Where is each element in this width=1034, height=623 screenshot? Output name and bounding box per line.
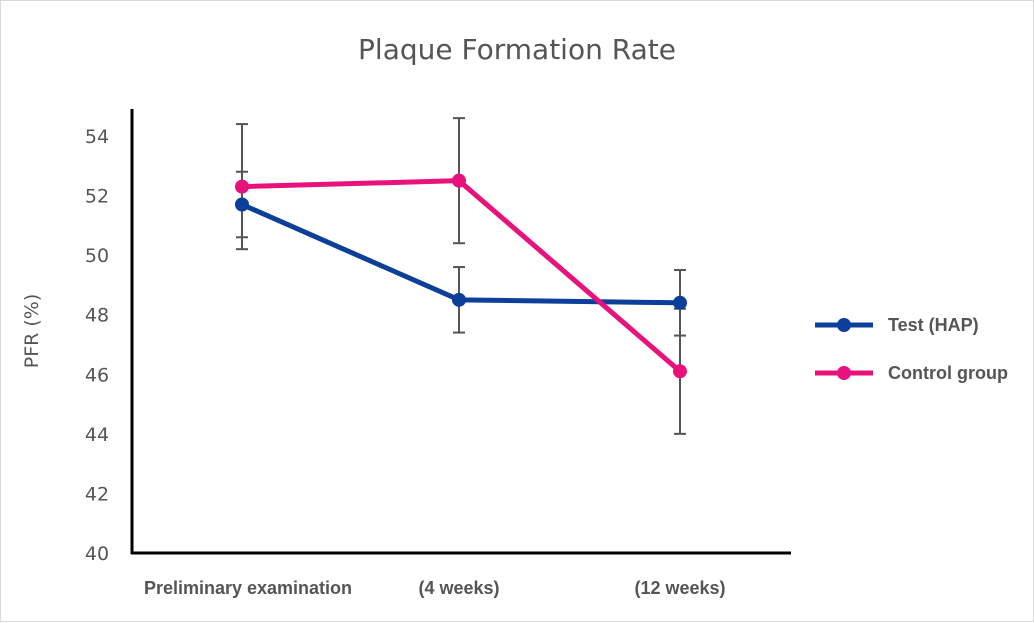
x-tick-label: (4 weeks) bbox=[418, 578, 499, 598]
legend-swatch-marker bbox=[837, 318, 851, 332]
y-tick-labels: 40 42 44 46 48 50 52 54 bbox=[85, 126, 109, 565]
y-tick-label: 52 bbox=[85, 186, 109, 208]
error-bars bbox=[236, 117, 686, 435]
legend-entry: Test (HAP) bbox=[815, 315, 979, 335]
data-point bbox=[452, 292, 466, 307]
y-tick-label: 44 bbox=[85, 424, 109, 446]
y-tick-label: 46 bbox=[85, 364, 109, 386]
data-point bbox=[673, 295, 687, 310]
series-lines bbox=[235, 173, 687, 379]
chart-title: Plaque Formation Rate bbox=[358, 33, 676, 66]
legend-label: Control group bbox=[888, 363, 1008, 383]
y-tick-label: 50 bbox=[85, 245, 109, 267]
legend-swatch-marker bbox=[837, 366, 851, 380]
y-axis-label: PFR (%) bbox=[21, 294, 43, 369]
x-tick-label: Preliminary examination bbox=[144, 578, 352, 598]
y-tick-label: 48 bbox=[85, 305, 109, 327]
x-tick-label: (12 weeks) bbox=[634, 578, 725, 598]
data-point bbox=[673, 364, 687, 379]
x-tick-labels: Preliminary examination (4 weeks) (12 week… bbox=[144, 578, 726, 598]
y-tick-label: 54 bbox=[85, 126, 109, 148]
data-point bbox=[452, 173, 466, 188]
legend-label: Test (HAP) bbox=[888, 315, 979, 335]
legend: Test (HAP) Control group bbox=[815, 315, 1008, 383]
data-point bbox=[235, 179, 249, 194]
series-line-1 bbox=[239, 178, 683, 374]
y-tick-label: 42 bbox=[85, 483, 109, 505]
y-tick-label: 40 bbox=[85, 543, 109, 565]
axes bbox=[130, 109, 791, 555]
legend-entry: Control group bbox=[815, 363, 1008, 383]
series-line-0 bbox=[239, 202, 683, 306]
data-point bbox=[235, 197, 249, 212]
